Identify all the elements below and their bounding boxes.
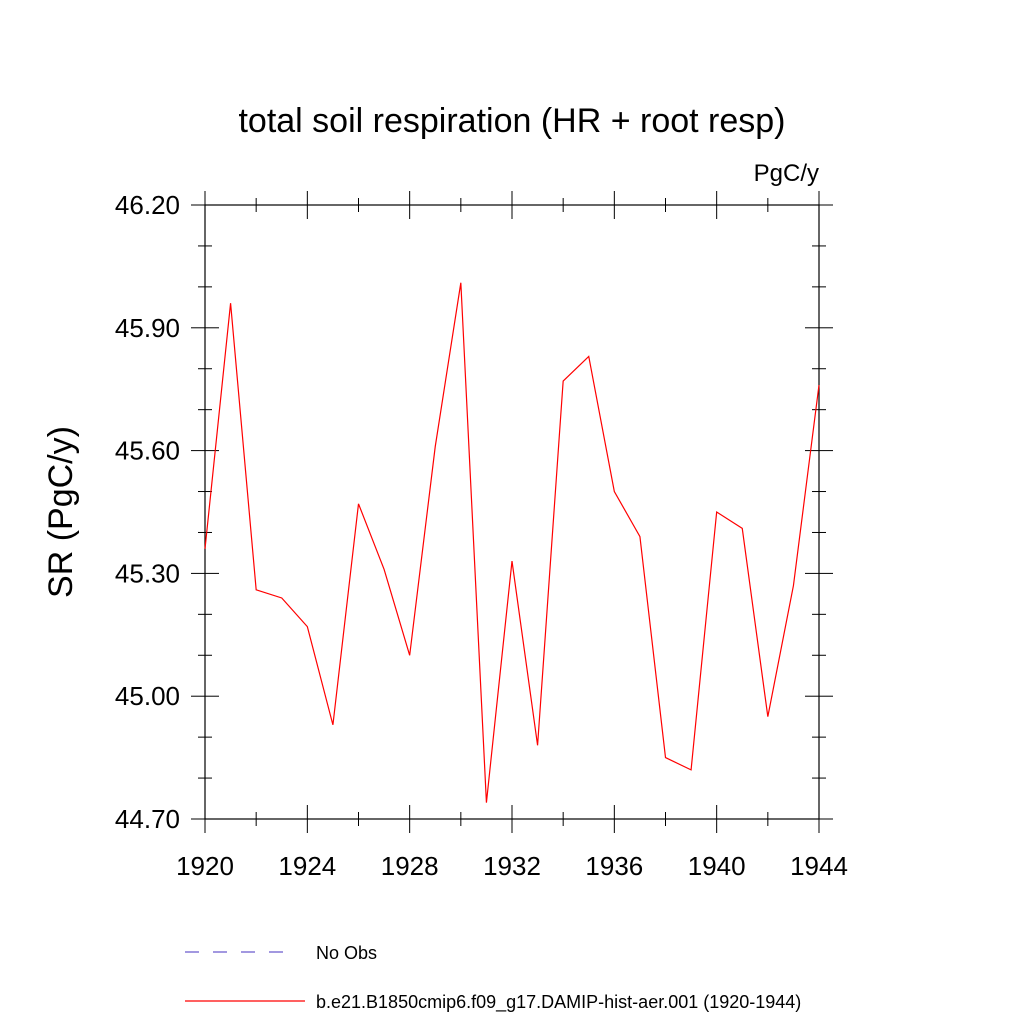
y-axis-label: SR (PgC/y) (42, 426, 80, 598)
legend-label: No Obs (316, 943, 377, 963)
x-tick-label: 1940 (688, 851, 746, 881)
x-tick-label: 1924 (278, 851, 336, 881)
y-tick-label: 46.20 (115, 190, 180, 220)
x-tick-label: 1920 (176, 851, 234, 881)
plot-axes (204, 204, 820, 820)
series-line (204, 282, 820, 803)
series-lines (204, 282, 820, 803)
plot-frame (204, 204, 820, 820)
axis-ticks: 1920 1924 1928 1932 1936 1940 1944 44.70 45.00 45… (115, 190, 848, 881)
y-tick-label: 45.30 (115, 558, 180, 588)
y-tick-label: 45.90 (115, 313, 180, 343)
y-tick-label: 45.60 (115, 436, 180, 466)
y-tick-label: 45.00 (115, 681, 180, 711)
chart-title: total soil respiration (HR + root resp) (238, 102, 785, 140)
x-tick-label: 1944 (790, 851, 848, 881)
units-label: PgC/y (754, 160, 819, 187)
legend: No Obs b.e21.B1850cmip6.f09_g17.DAMIP-his… (185, 943, 801, 1013)
x-tick-label: 1932 (483, 851, 541, 881)
legend-label: b.e21.B1850cmip6.f09_g17.DAMIP-hist-aer.… (316, 992, 801, 1013)
x-tick-label: 1936 (585, 851, 643, 881)
x-tick-label: 1928 (381, 851, 439, 881)
y-tick-label: 44.70 (115, 804, 180, 834)
